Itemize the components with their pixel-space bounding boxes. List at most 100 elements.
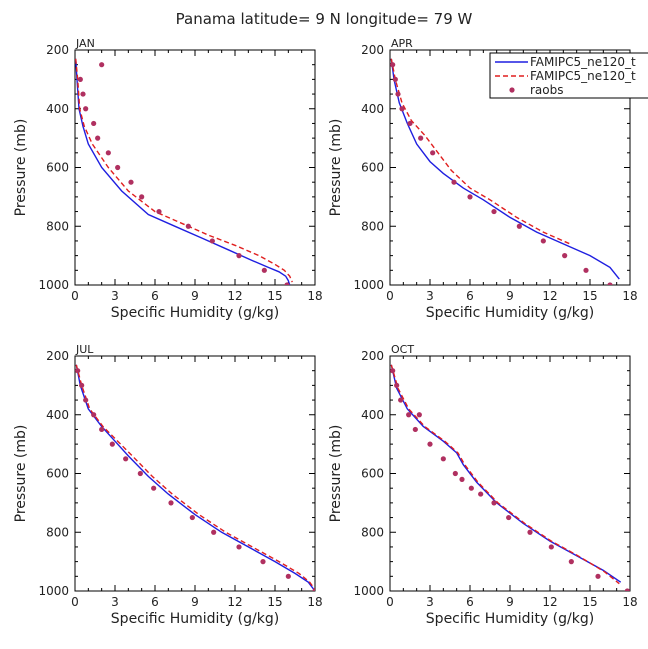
series-line-dashed (390, 58, 571, 245)
x-tick-label: 9 (506, 289, 514, 303)
panel-label: APR (391, 37, 413, 50)
series-line-dashed (390, 364, 620, 585)
raobs-point (137, 470, 143, 477)
x-tick-label: 12 (227, 289, 242, 303)
x-axis-title: Specific Humidity (g/kg) (426, 305, 594, 321)
raobs-point (209, 238, 215, 244)
y-tick-label: 600 (361, 467, 384, 481)
series-line-solid (75, 58, 291, 285)
legend-label: raobs (530, 83, 564, 97)
raobs-point (440, 456, 446, 462)
x-tick-label: 18 (622, 595, 637, 609)
raobs-point (390, 368, 396, 374)
raobs-point (418, 135, 424, 141)
raobs-point (527, 529, 533, 535)
y-tick-label: 400 (46, 408, 69, 422)
raobs-point (128, 179, 134, 185)
panel-jul: 0 3 6 9 12 15 18 200 400 600 800 1000 JUL Specific Hu… (13, 343, 323, 627)
raobs-point (459, 476, 465, 482)
raobs-point (80, 91, 86, 97)
x-tick-label: 12 (542, 595, 557, 609)
y-axis-title: Pressure (mb) (13, 119, 29, 217)
y-tick-label: 800 (46, 525, 69, 539)
y-tick-label: 1000 (38, 278, 69, 292)
y-tick-label: 1000 (38, 584, 69, 598)
x-tick-label: 9 (506, 595, 514, 609)
y-tick-label: 400 (361, 408, 384, 422)
raobs-point (430, 150, 436, 156)
raobs-point (390, 62, 396, 68)
raobs-point (467, 194, 473, 200)
raobs-point (261, 267, 267, 273)
raobs-point (91, 412, 97, 418)
x-tick-label: 3 (426, 595, 434, 609)
panel-oct: 0 3 6 9 12 15 18 200 400 600 800 1000 OCT Specific Hu… (328, 343, 638, 627)
y-axis-title: Pressure (mb) (13, 425, 29, 523)
y-tick-label: 800 (46, 219, 69, 233)
raobs-point (83, 106, 89, 112)
raobs-point (548, 544, 554, 550)
raobs-point (139, 194, 145, 200)
x-tick-label: 3 (111, 595, 119, 609)
legend-marker-dots (509, 87, 515, 93)
raobs-point (95, 135, 101, 141)
raobs-point (568, 559, 574, 565)
y-tick-label: 1000 (353, 584, 384, 598)
y-tick-label: 600 (361, 161, 384, 175)
raobs-point (285, 573, 291, 579)
raobs-point (583, 267, 589, 273)
series-line-solid (75, 364, 315, 591)
x-tick-label: 18 (307, 595, 322, 609)
legend-box (489, 52, 648, 99)
raobs-point (156, 208, 162, 215)
raobs-point (77, 76, 83, 82)
x-tick-label: 0 (71, 595, 79, 609)
raobs-point (392, 76, 398, 82)
raobs-point (99, 426, 105, 433)
raobs-point (284, 282, 290, 285)
y-tick-label: 600 (46, 161, 69, 175)
plot-area (75, 364, 315, 591)
raobs-point (491, 500, 497, 506)
y-tick-label: 800 (361, 219, 384, 233)
raobs-point (607, 282, 613, 285)
raobs-point (91, 120, 97, 127)
raobs-point (562, 253, 568, 259)
x-axis-title: Specific Humidity (g/kg) (426, 611, 594, 627)
x-tick-label: 9 (191, 289, 199, 303)
raobs-point (260, 559, 266, 565)
raobs-point (105, 150, 111, 156)
series-line-dashed (75, 58, 293, 283)
raobs-point (491, 208, 497, 215)
raobs-point (624, 588, 630, 591)
x-axis-title: Specific Humidity (g/kg) (111, 611, 279, 627)
panel-label: JUL (75, 343, 94, 356)
plot-frame (389, 355, 631, 592)
legend-label: FAMIPC5_ne120_t (530, 55, 636, 69)
x-tick-label: 6 (466, 595, 474, 609)
raobs-point (478, 491, 484, 497)
raobs-point (189, 514, 195, 521)
y-tick-label: 400 (361, 102, 384, 116)
x-tick-label: 9 (191, 595, 199, 609)
raobs-point (395, 91, 401, 97)
y-tick-label: 200 (361, 349, 384, 363)
panel-label: JAN (75, 37, 95, 50)
raobs-point (151, 485, 157, 491)
x-tick-label: 12 (542, 289, 557, 303)
raobs-point (540, 238, 546, 244)
raobs-point (595, 573, 601, 579)
plot-frame (74, 49, 316, 286)
raobs-point (394, 382, 400, 388)
legend-label: FAMIPC5_ne120_t (530, 69, 636, 83)
x-tick-label: 3 (426, 289, 434, 303)
raobs-point (211, 529, 217, 535)
raobs-point (185, 223, 191, 229)
raobs-point (452, 470, 458, 477)
x-tick-label: 6 (151, 289, 159, 303)
y-tick-label: 200 (361, 43, 384, 57)
raobs-point (168, 500, 174, 506)
panel-apr: 0 3 6 9 12 15 18 200 400 600 800 1000 APR Specific Hu… (328, 37, 638, 321)
y-tick-label: 600 (46, 467, 69, 481)
raobs-point (468, 485, 474, 491)
